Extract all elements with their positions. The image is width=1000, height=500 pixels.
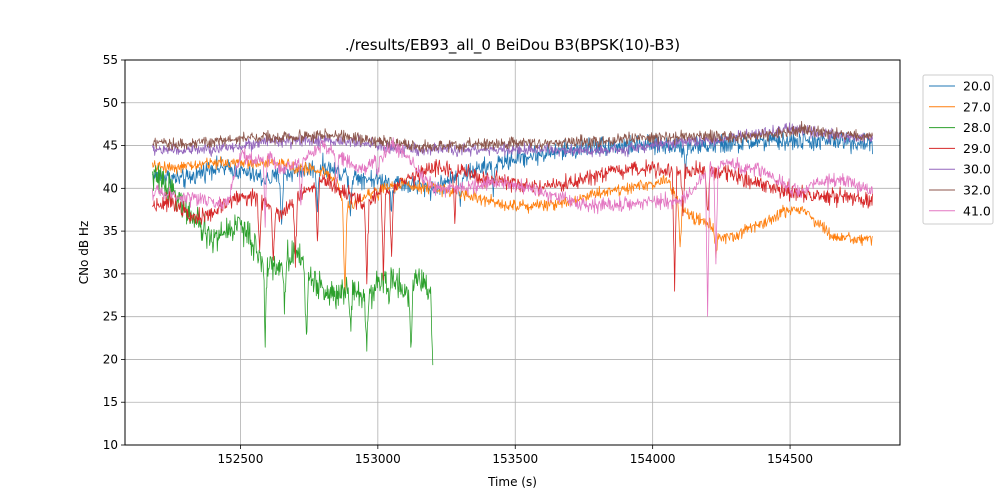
legend-entry-label: 32.0 [963,183,991,198]
y-tick-label: 15 [103,395,118,409]
x-tick-label: 154500 [767,452,813,466]
series-line-41.0 [152,137,873,317]
legend-entry-label: 27.0 [963,99,991,114]
y-tick-label: 25 [103,310,118,324]
legend-entry-label: 28.0 [963,120,991,135]
plot-frame [124,59,901,446]
series-line-20.0 [152,130,873,225]
y-tick-label: 10 [103,438,118,452]
legend-entry-label: 41.0 [963,203,991,218]
y-tick-label: 45 [103,139,118,153]
series-line-29.0 [152,159,873,292]
series-line-28.0 [152,165,434,366]
x-tick-label: 152500 [218,452,264,466]
y-axis: 10 15 20 25 30 35 40 45 50 55 [103,53,125,452]
plot-area [124,59,901,446]
legend-entry-label: 29.0 [963,141,991,156]
x-axis-label: Time (s) [487,475,537,489]
legend: 20.0 27.0 28.0 29.0 30.0 32.0 41.0 [922,74,994,225]
y-tick-label: 40 [103,181,118,195]
y-axis-label: CNo dB Hz [77,221,91,285]
series-layer [152,120,873,366]
x-tick-label: 153500 [492,452,538,466]
y-tick-label: 20 [103,352,118,366]
x-tick-label: 153000 [355,452,401,466]
legend-entry-label: 30.0 [963,162,991,177]
legend-entry-label: 20.0 [963,79,991,94]
y-tick-label: 30 [103,267,118,281]
legend-frame [922,74,994,225]
chart-title: ./results/EB93_all_0 BeiDou B3(BPSK(10)-… [345,36,680,55]
y-tick-label: 50 [103,96,118,110]
series-line-32.0 [152,120,873,154]
x-tick-label: 154000 [630,452,676,466]
series-line-27.0 [152,155,873,292]
y-tick-label: 35 [103,224,118,238]
x-axis: 152500 153000 153500 154000 154500 [218,445,813,466]
y-tick-label: 55 [103,53,118,67]
